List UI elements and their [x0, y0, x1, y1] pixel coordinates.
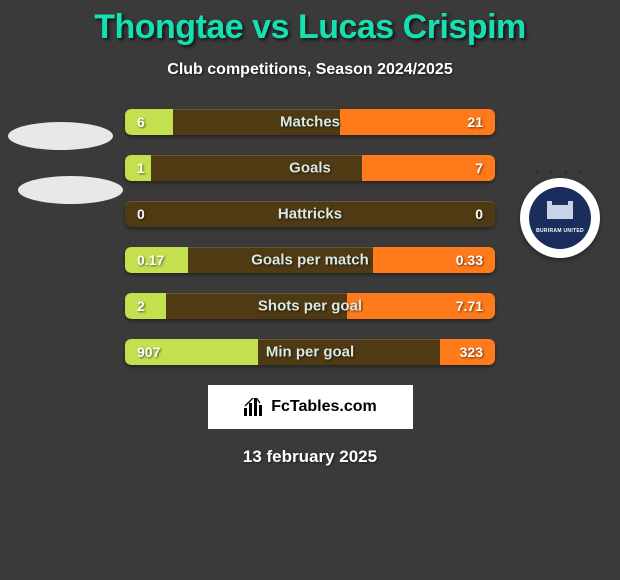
stat-row: 27.71Shots per goal [125, 293, 495, 319]
player2-club-badge: ★ ★ ★ ★ BURIRAM UNITED [520, 178, 600, 258]
player1-badge-placeholder-2 [18, 176, 123, 204]
title-player2: Lucas Crispim [298, 8, 526, 46]
stat-label: Hattricks [125, 206, 495, 223]
date-label: 13 february 2025 [0, 447, 620, 467]
bar-chart-icon [243, 398, 265, 416]
stat-label: Matches [125, 114, 495, 131]
subtitle: Club competitions, Season 2024/2025 [0, 61, 620, 79]
brand-text: FcTables.com [271, 398, 377, 416]
stat-label: Min per goal [125, 344, 495, 361]
brand-logo: FcTables.com [208, 385, 413, 429]
club-crest-icon: BURIRAM UNITED [529, 187, 591, 249]
club-stars-icon: ★ ★ ★ ★ [534, 169, 586, 177]
stat-label: Goals per match [125, 252, 495, 269]
stat-row: 17Goals [125, 155, 495, 181]
stat-row: 00Hattricks [125, 201, 495, 227]
stat-label: Goals [125, 160, 495, 177]
club-name-label: BURIRAM UNITED [536, 228, 584, 234]
stat-row: 0.170.33Goals per match [125, 247, 495, 273]
title-vs: vs [252, 8, 289, 46]
title-player1: Thongtae [94, 8, 243, 46]
stats-comparison-chart: 621Matches 17Goals 00Hattricks 0.170.33Goal… [125, 109, 495, 365]
page-title: Thongtae vs Lucas Crispim [0, 0, 620, 47]
stat-row: 907323Min per goal [125, 339, 495, 365]
stat-row: 621Matches [125, 109, 495, 135]
player1-badge-placeholder-1 [8, 122, 113, 150]
stat-label: Shots per goal [125, 298, 495, 315]
